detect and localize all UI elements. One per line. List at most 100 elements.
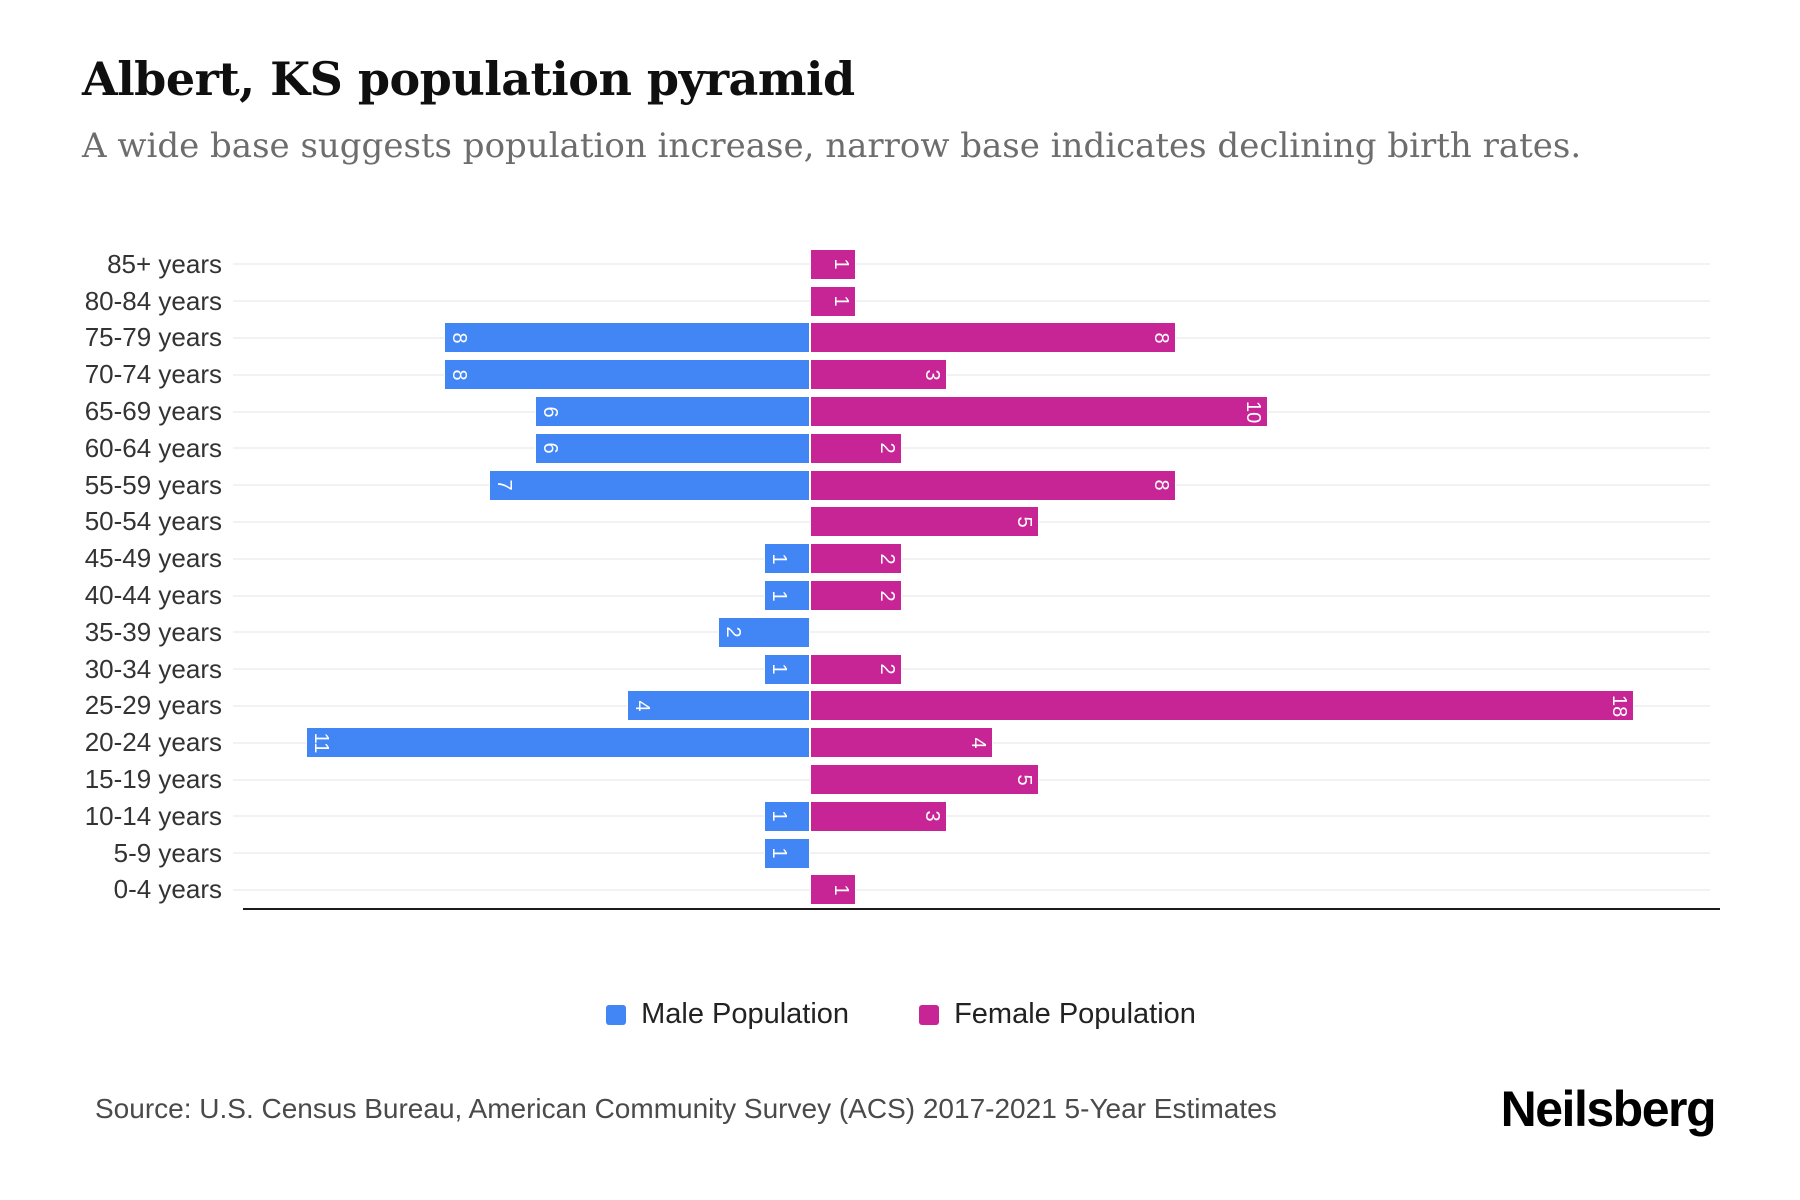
male-bar[interactable]: 11	[306, 727, 810, 759]
pyramid-row: 45-49 years 1 2	[82, 540, 1720, 577]
age-group-label: 65-69 years	[84, 396, 222, 427]
male-bar[interactable]: 7	[489, 469, 810, 501]
age-group-label: 0-4 years	[113, 874, 222, 905]
bar-value-label: 8	[1150, 479, 1173, 491]
age-group-label: 50-54 years	[84, 506, 222, 537]
bar-value-label: 1	[829, 258, 852, 270]
male-bar[interactable]: 2	[718, 616, 810, 648]
bar-value-label: 7	[493, 479, 516, 491]
male-bar-area: 1	[233, 835, 810, 872]
female-bar[interactable]: 18	[810, 690, 1635, 722]
bar-value-label: 2	[875, 590, 898, 602]
bar-value-label: 4	[630, 700, 653, 712]
bar-value-label: 10	[1242, 400, 1264, 423]
female-bar[interactable]: 4	[810, 727, 994, 759]
row-gridline	[233, 631, 1710, 634]
male-bar[interactable]: 6	[535, 396, 810, 428]
female-bar-area: 3	[810, 798, 1710, 835]
female-bar[interactable]: 1	[810, 285, 856, 317]
bar-value-label: 11	[310, 732, 333, 754]
row-gridline	[233, 594, 1710, 597]
female-legend-swatch	[919, 1004, 940, 1025]
female-bar-area	[810, 614, 1710, 651]
female-bar-area: 1	[810, 872, 1710, 909]
row-plot-area: 6 10	[233, 393, 1710, 430]
pyramid-row: 15-19 years 5	[82, 761, 1720, 798]
female-bar-area: 2	[810, 577, 1710, 614]
bar-value-label: 5	[1013, 516, 1035, 528]
bar-value-label: 8	[447, 332, 470, 344]
row-plot-area: 1	[233, 246, 1710, 283]
male-legend-swatch	[606, 1004, 627, 1025]
male-bar-area	[233, 872, 810, 909]
pyramid-row: 55-59 years 7 8	[82, 467, 1720, 504]
legend-item-male[interactable]: Male Population	[606, 998, 849, 1031]
male-bar-area: 1	[233, 577, 810, 614]
female-bar[interactable]: 8	[810, 322, 1177, 354]
row-gridline	[233, 815, 1710, 818]
age-group-label: 15-19 years	[84, 764, 222, 795]
age-group-label: 5-9 years	[113, 837, 222, 868]
row-gridline	[233, 373, 1710, 376]
row-plot-area: 2	[233, 614, 1710, 651]
female-bar-area: 18	[810, 688, 1710, 725]
female-bar[interactable]: 2	[810, 432, 902, 464]
age-group-label: 30-34 years	[84, 653, 222, 684]
female-bar[interactable]: 10	[810, 396, 1268, 428]
female-bar-area: 4	[810, 724, 1710, 761]
pyramid-row: 30-34 years 1 2	[82, 651, 1720, 688]
age-group-label: 80-84 years	[84, 285, 222, 316]
female-bar[interactable]: 5	[810, 506, 1039, 538]
chart-footer: Source: U.S. Census Bureau, American Com…	[95, 1080, 1717, 1138]
bar-value-label: 1	[768, 810, 791, 822]
female-bar[interactable]: 3	[810, 359, 948, 391]
female-bar-area	[810, 835, 1710, 872]
male-bar[interactable]: 6	[535, 432, 810, 464]
female-bar[interactable]: 5	[810, 764, 1039, 796]
female-bar[interactable]: 1	[810, 874, 856, 906]
male-bar[interactable]: 8	[443, 322, 810, 354]
male-bar[interactable]: 1	[764, 543, 810, 575]
legend-item-female[interactable]: Female Population	[919, 998, 1196, 1031]
pyramid-row: 65-69 years 6 10	[82, 393, 1720, 430]
male-bar[interactable]: 1	[764, 580, 810, 612]
female-bar[interactable]: 1	[810, 248, 856, 280]
pyramid-row: 0-4 years 1	[82, 872, 1720, 909]
row-plot-area: 1	[233, 872, 1710, 909]
row-plot-area: 4 18	[233, 688, 1710, 725]
female-bar-area: 1	[810, 246, 1710, 283]
bar-value-label: 4	[967, 737, 990, 749]
male-bar-area: 8	[233, 356, 810, 393]
female-bar[interactable]: 2	[810, 653, 902, 685]
pyramid-row: 80-84 years 1	[82, 283, 1720, 320]
female-bar-area: 2	[810, 540, 1710, 577]
male-bar-area: 6	[233, 393, 810, 430]
male-bar[interactable]: 1	[764, 800, 810, 832]
male-bar[interactable]: 4	[626, 690, 810, 722]
male-bar[interactable]: 1	[764, 653, 810, 685]
pyramid-row: 60-64 years 6 2	[82, 430, 1720, 467]
male-bar[interactable]: 8	[443, 359, 810, 391]
male-bar-area	[233, 504, 810, 541]
female-legend-label: Female Population	[954, 998, 1196, 1031]
female-bar-area: 2	[810, 430, 1710, 467]
female-bar[interactable]: 2	[810, 543, 902, 575]
male-bar-area: 1	[233, 651, 810, 688]
female-bar[interactable]: 2	[810, 580, 902, 612]
chart-legend: Male Population Female Population	[82, 998, 1720, 1031]
female-bar[interactable]: 8	[810, 469, 1177, 501]
male-bar-area: 7	[233, 467, 810, 504]
female-bar[interactable]: 3	[810, 800, 948, 832]
male-bar-area: 8	[233, 320, 810, 357]
chart-header: Albert, KS population pyramid A wide bas…	[0, 0, 1800, 166]
bar-value-label: 2	[875, 442, 898, 454]
neilsberg-logo: Neilsberg	[1500, 1081, 1717, 1137]
row-plot-area: 1	[233, 283, 1710, 320]
female-bar-area: 3	[810, 356, 1710, 393]
bar-value-label: 1	[768, 663, 791, 675]
male-bar[interactable]: 1	[764, 837, 810, 869]
